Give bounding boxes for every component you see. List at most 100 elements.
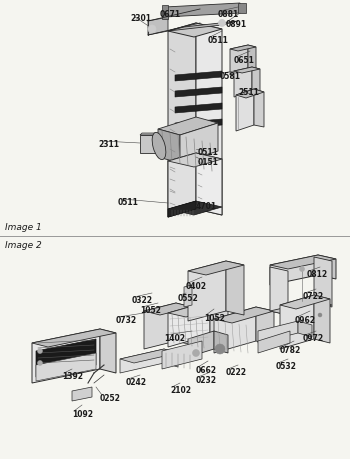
Polygon shape	[280, 295, 330, 309]
Polygon shape	[160, 134, 162, 154]
Text: 2511: 2511	[238, 88, 259, 97]
Polygon shape	[226, 262, 244, 315]
Polygon shape	[162, 341, 202, 369]
Polygon shape	[248, 46, 256, 74]
Circle shape	[37, 361, 42, 366]
Polygon shape	[168, 24, 222, 38]
Text: 1402: 1402	[164, 333, 185, 342]
Polygon shape	[188, 262, 244, 275]
Polygon shape	[254, 90, 264, 128]
Text: 0881: 0881	[218, 10, 239, 19]
Text: 0812: 0812	[307, 269, 328, 279]
Polygon shape	[140, 134, 162, 136]
Polygon shape	[144, 303, 176, 349]
Text: 0511: 0511	[208, 36, 229, 45]
Polygon shape	[258, 331, 290, 353]
Polygon shape	[188, 262, 226, 321]
Polygon shape	[196, 154, 222, 216]
Polygon shape	[270, 256, 318, 285]
Text: 0581: 0581	[220, 72, 241, 81]
Text: 1392: 1392	[62, 371, 83, 380]
Circle shape	[215, 344, 225, 354]
Text: 0972: 0972	[303, 333, 324, 342]
Circle shape	[300, 267, 304, 272]
Polygon shape	[270, 302, 332, 315]
Text: 0532: 0532	[276, 361, 297, 370]
Polygon shape	[270, 268, 288, 315]
Polygon shape	[168, 302, 210, 347]
Polygon shape	[36, 339, 96, 377]
Polygon shape	[318, 256, 336, 280]
Polygon shape	[230, 46, 256, 52]
Polygon shape	[120, 349, 164, 373]
Text: 0962: 0962	[295, 315, 316, 325]
Text: 0671: 0671	[160, 10, 181, 19]
Polygon shape	[214, 331, 228, 353]
Ellipse shape	[152, 133, 166, 160]
Polygon shape	[210, 302, 228, 339]
Polygon shape	[180, 124, 218, 164]
Text: 0662: 0662	[196, 365, 217, 374]
Polygon shape	[168, 202, 222, 216]
Bar	[238, 4, 246, 14]
Circle shape	[148, 26, 156, 34]
Polygon shape	[176, 303, 192, 345]
Text: 0651: 0651	[234, 56, 255, 65]
Text: 0322: 0322	[132, 295, 153, 304]
Polygon shape	[270, 256, 336, 269]
Polygon shape	[32, 329, 116, 347]
Polygon shape	[168, 154, 222, 168]
Text: 2311: 2311	[98, 140, 119, 149]
Polygon shape	[120, 349, 178, 363]
Text: 0232: 0232	[196, 375, 217, 384]
Text: 0402: 0402	[186, 281, 207, 291]
Polygon shape	[256, 308, 274, 345]
Text: 0511: 0511	[118, 197, 139, 207]
Polygon shape	[298, 321, 312, 337]
Circle shape	[218, 21, 225, 28]
Circle shape	[318, 313, 322, 317]
Polygon shape	[164, 349, 178, 367]
Polygon shape	[252, 68, 260, 96]
Polygon shape	[32, 329, 100, 383]
Polygon shape	[314, 257, 332, 308]
Polygon shape	[258, 321, 298, 343]
Text: 1052: 1052	[204, 313, 225, 322]
Polygon shape	[72, 387, 92, 401]
Polygon shape	[214, 308, 274, 323]
Polygon shape	[314, 295, 330, 343]
Polygon shape	[230, 46, 248, 76]
Polygon shape	[236, 90, 254, 132]
Polygon shape	[280, 295, 314, 349]
Text: 4701: 4701	[196, 202, 217, 211]
Polygon shape	[188, 331, 214, 357]
Polygon shape	[234, 68, 260, 74]
Polygon shape	[168, 202, 196, 218]
Polygon shape	[234, 68, 252, 98]
Text: 0151: 0151	[198, 157, 219, 167]
Polygon shape	[214, 308, 256, 353]
Polygon shape	[175, 72, 222, 82]
Polygon shape	[236, 90, 264, 99]
Bar	[162, 6, 168, 20]
Polygon shape	[168, 154, 196, 218]
Polygon shape	[184, 285, 192, 308]
Circle shape	[193, 350, 200, 357]
Text: 0782: 0782	[280, 345, 301, 354]
Polygon shape	[175, 120, 222, 130]
Polygon shape	[175, 104, 222, 114]
Text: 0722: 0722	[303, 291, 324, 300]
Polygon shape	[158, 118, 218, 136]
Polygon shape	[100, 329, 116, 373]
Polygon shape	[175, 88, 222, 98]
Text: 1052: 1052	[140, 305, 161, 314]
Polygon shape	[196, 24, 222, 216]
Circle shape	[37, 349, 42, 354]
Text: Image 2: Image 2	[5, 241, 42, 249]
Polygon shape	[148, 18, 168, 36]
Text: 0252: 0252	[100, 393, 121, 402]
Text: 0511: 0511	[198, 148, 219, 157]
Text: 0552: 0552	[178, 293, 199, 302]
Polygon shape	[36, 353, 96, 381]
Text: 0732: 0732	[116, 315, 137, 325]
